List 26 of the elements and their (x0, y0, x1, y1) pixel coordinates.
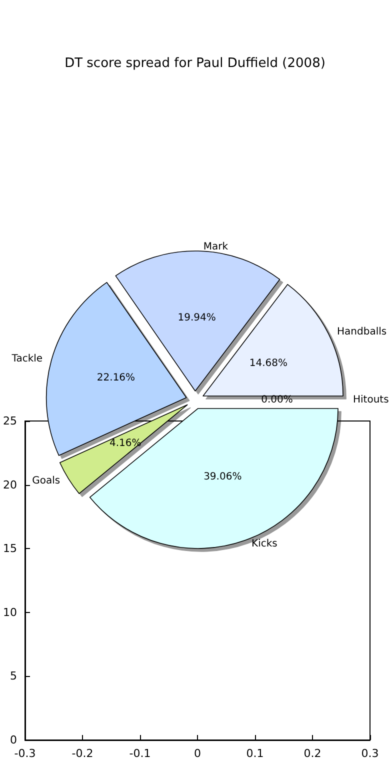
category-label: Hitouts (353, 394, 389, 406)
y-tick-label: 5 (10, 670, 17, 683)
x-tick-label: 0 (194, 747, 201, 760)
y-tick-label: 25 (2, 414, 17, 428)
x-tick-label: -0.1 (129, 747, 151, 760)
y-tick-label: 10 (2, 606, 17, 619)
chart-title: DT score spread for Paul Duffield (2008) (64, 56, 326, 71)
slice-label: Goals (32, 475, 60, 486)
x-tick-label: -0.2 (72, 747, 94, 760)
data-label: 39.06% (204, 472, 242, 483)
y-tick-label: 15 (2, 542, 17, 556)
y-tick-label: 20 (2, 478, 17, 492)
x-tick-label: 0.2 (304, 747, 322, 760)
data-label: 19.94% (178, 312, 216, 324)
x-tick-label: -0.3 (14, 747, 36, 760)
x-tick-label: 0.3 (361, 747, 379, 760)
data-label: 22.16% (96, 372, 136, 384)
slice-label: Handballs (337, 326, 387, 338)
data-label: 14.68% (249, 358, 288, 370)
slice-label: Mark (203, 242, 228, 253)
slice-label: Tackle (10, 354, 43, 365)
data-label: 4.16% (109, 438, 142, 449)
x-tick-label: 0.1 (246, 747, 264, 760)
y-tick-label: 0 (10, 734, 17, 746)
text: 0.00% (261, 394, 293, 406)
slice-label: Kicks (252, 538, 278, 550)
